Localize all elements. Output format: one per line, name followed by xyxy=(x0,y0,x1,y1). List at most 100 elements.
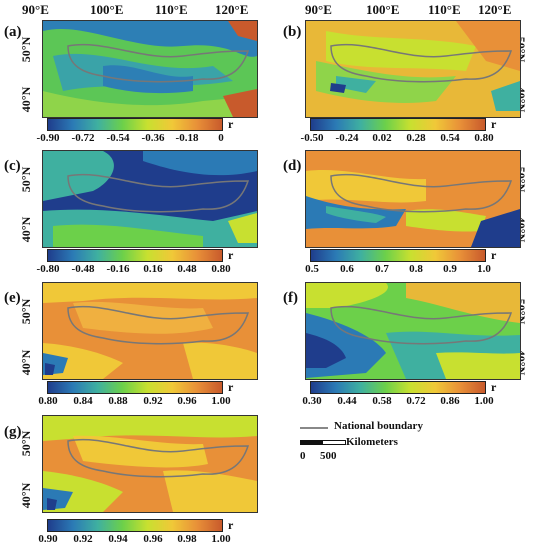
colorbar-tick-d-4: 0.9 xyxy=(443,263,457,275)
colorbar-tick-e-2: 0.88 xyxy=(108,395,128,407)
colorbar-tick-f-4: 0.86 xyxy=(440,395,460,407)
raster-d xyxy=(306,151,520,247)
scale-bar-value-500: 500 xyxy=(320,450,337,462)
colorbar-tick-e-0: 0.80 xyxy=(38,395,58,407)
lat-label-40n-e: 40°N xyxy=(19,349,34,376)
colorbar-e xyxy=(47,381,223,394)
lon-label-110e-right: 110°E xyxy=(428,2,461,17)
colorbar-tick-g-1: 0.92 xyxy=(73,533,93,545)
colorbar-tick-a-5: 0 xyxy=(218,132,224,144)
scale-bar-empty xyxy=(322,440,346,445)
colorbar-tick-d-3: 0.8 xyxy=(409,263,423,275)
colorbar-tick-g-4: 0.98 xyxy=(177,533,197,545)
lat-label-50n-e: 50°N xyxy=(19,298,34,325)
colorbar-tick-b-3: 0.28 xyxy=(406,132,426,144)
panel-label-c: (c) xyxy=(4,158,21,174)
colorbar-c xyxy=(47,249,223,262)
colorbar-unit-b: r xyxy=(491,117,497,131)
lon-label-120e-right: 120°E xyxy=(478,2,512,17)
colorbar-tick-g-0: 0.90 xyxy=(38,533,58,545)
colorbar-tick-g-5: 1.00 xyxy=(211,533,231,545)
colorbar-tick-e-1: 0.84 xyxy=(73,395,93,407)
lon-label-120e-left: 120°E xyxy=(215,2,249,17)
panel-label-d: (d) xyxy=(283,158,302,174)
colorbar-unit-f: r xyxy=(491,380,497,394)
map-panel-c xyxy=(42,150,258,248)
colorbar-tick-e-5: 1.00 xyxy=(211,395,231,407)
colorbar-unit-a: r xyxy=(228,117,234,131)
colorbar-tick-f-1: 0.44 xyxy=(337,395,357,407)
colorbar-unit-c: r xyxy=(228,248,234,262)
colorbar-tick-a-0: -0.90 xyxy=(36,132,60,144)
boundary-legend-label: National boundary xyxy=(334,420,423,432)
colorbar-tick-b-2: 0.02 xyxy=(372,132,392,144)
map-panel-b xyxy=(305,20,521,118)
colorbar-f xyxy=(310,381,486,394)
scale-bar-filled xyxy=(300,440,322,445)
colorbar-unit-e: r xyxy=(228,380,234,394)
colorbar-tick-d-1: 0.6 xyxy=(340,263,354,275)
lat-label-40n-a: 40°N xyxy=(19,86,34,113)
colorbar-tick-b-1: -0.24 xyxy=(335,132,359,144)
map-panel-g xyxy=(42,415,258,513)
map-panel-e xyxy=(42,282,258,380)
panel-label-f: (f) xyxy=(283,290,298,306)
raster-a xyxy=(43,21,257,117)
colorbar-g xyxy=(47,519,223,532)
colorbar-a xyxy=(47,118,223,131)
raster-b xyxy=(306,21,520,117)
scale-bar-value-0: 0 xyxy=(300,450,306,462)
lat-label-50n-g: 50°N xyxy=(19,430,34,457)
colorbar-tick-c-2: -0.16 xyxy=(106,263,130,275)
colorbar-tick-c-0: -0.80 xyxy=(36,263,60,275)
colorbar-tick-e-3: 0.92 xyxy=(143,395,163,407)
raster-c xyxy=(43,151,257,247)
colorbar-tick-f-2: 0.58 xyxy=(372,395,392,407)
colorbar-d xyxy=(310,249,486,262)
colorbar-tick-d-5: 1.0 xyxy=(477,263,491,275)
lat-label-50n-c: 50°N xyxy=(19,166,34,193)
colorbar-tick-d-0: 0.5 xyxy=(305,263,319,275)
colorbar-tick-e-4: 0.96 xyxy=(177,395,197,407)
map-panel-d xyxy=(305,150,521,248)
panel-label-a: (a) xyxy=(4,24,22,40)
colorbar-tick-b-4: 0.54 xyxy=(440,132,460,144)
colorbar-tick-g-3: 0.96 xyxy=(143,533,163,545)
colorbar-tick-f-0: 0.30 xyxy=(302,395,322,407)
panel-label-g: (g) xyxy=(4,424,22,440)
colorbar-tick-b-5: 0.80 xyxy=(474,132,494,144)
colorbar-tick-c-3: 0.16 xyxy=(143,263,163,275)
raster-g xyxy=(43,416,257,512)
colorbar-b xyxy=(310,118,486,131)
lon-label-90e-left: 90°E xyxy=(22,2,49,17)
colorbar-tick-b-0: -0.50 xyxy=(300,132,324,144)
lat-label-40n-c: 40°N xyxy=(19,216,34,243)
colorbar-tick-f-5: 1.00 xyxy=(474,395,494,407)
colorbar-tick-a-3: -0.36 xyxy=(141,132,165,144)
colorbar-unit-d: r xyxy=(491,248,497,262)
colorbar-tick-c-5: 0.80 xyxy=(211,263,231,275)
colorbar-tick-a-1: -0.72 xyxy=(71,132,95,144)
colorbar-tick-a-2: -0.54 xyxy=(106,132,130,144)
raster-e xyxy=(43,283,257,379)
scale-bar-label: Kilometers xyxy=(346,436,398,448)
lon-label-90e-right: 90°E xyxy=(305,2,332,17)
lon-label-100e-left: 100°E xyxy=(90,2,124,17)
colorbar-tick-c-1: -0.48 xyxy=(71,263,95,275)
lat-label-40n-g: 40°N xyxy=(19,482,34,509)
lat-label-50n-a: 50°N xyxy=(19,36,34,63)
colorbar-tick-a-4: -0.18 xyxy=(175,132,199,144)
lon-label-110e-left: 110°E xyxy=(155,2,188,17)
colorbar-unit-g: r xyxy=(228,518,234,532)
colorbar-tick-g-2: 0.94 xyxy=(108,533,128,545)
boundary-legend-line xyxy=(300,427,328,429)
raster-f xyxy=(306,283,520,379)
lon-label-100e-right: 100°E xyxy=(366,2,400,17)
map-panel-f xyxy=(305,282,521,380)
panel-label-e: (e) xyxy=(4,290,21,306)
colorbar-tick-f-3: 0.72 xyxy=(406,395,426,407)
panel-label-b: (b) xyxy=(283,24,302,40)
colorbar-tick-c-4: 0.48 xyxy=(177,263,197,275)
colorbar-tick-d-2: 0.7 xyxy=(375,263,389,275)
map-panel-a xyxy=(42,20,258,118)
